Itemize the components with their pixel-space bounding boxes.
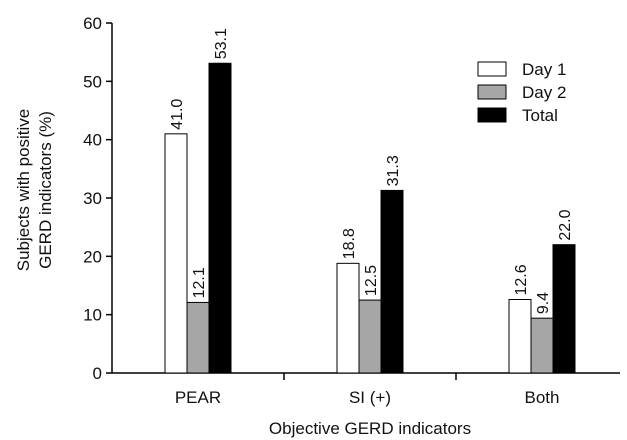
bars: [164, 62, 576, 374]
bar-day-1-both: [508, 299, 532, 374]
data-label-day-2-si: 12.5: [363, 265, 380, 296]
legend: Day 1 Day 2 Total: [477, 60, 566, 125]
y-axis-title-line-2: GERD indicators (%): [36, 111, 55, 269]
data-label-day-2-pear: 12.1: [191, 267, 208, 298]
legend-label-day-1: Day 1: [522, 60, 566, 79]
legend-swatch-day-1: [477, 61, 507, 77]
y-tick-label: 50: [83, 72, 102, 91]
data-label-day-1-pear: 41.0: [169, 99, 186, 130]
legend-swatch-total: [477, 107, 507, 123]
bar-day-2-both: [530, 317, 554, 374]
y-axis-title-line-1: Subjects with positive: [14, 109, 33, 272]
y-tick-label: 30: [83, 189, 102, 208]
bar-day-2-pear: [186, 301, 210, 374]
legend-label-total: Total: [522, 106, 558, 125]
data-label-day-2-both: 9.4: [535, 292, 552, 314]
y-tick-label: 0: [93, 364, 102, 383]
y-tick-label: 60: [83, 14, 102, 33]
data-labels: 41.0 18.8 12.6 12.1 12.5 9.4 53.1 31.3 22.0: [169, 28, 574, 314]
x-tick-label: SI (+): [349, 388, 391, 407]
x-axis-title: Objective GERD indicators: [269, 419, 471, 438]
data-label-day-1-si: 18.8: [341, 228, 358, 259]
x-tick-label: Both: [525, 388, 560, 407]
data-label-day-1-both: 12.6: [513, 264, 530, 295]
y-tick-label: 20: [83, 247, 102, 266]
bar-total-pear: [208, 62, 232, 374]
bar-day-1-pear: [164, 133, 188, 374]
bar-total-si: [380, 189, 404, 374]
data-label-total-pear: 53.1: [213, 28, 230, 59]
bar-day-1-si: [336, 262, 360, 374]
data-label-total-both: 22.0: [557, 209, 574, 240]
legend-swatch-day-2: [477, 84, 507, 100]
legend-label-day-2: Day 2: [522, 83, 566, 102]
bar-total-both: [552, 244, 576, 374]
y-tick-label: 10: [83, 306, 102, 325]
x-tick-label: PEAR: [175, 388, 221, 407]
data-label-total-si: 31.3: [385, 155, 402, 186]
bar-day-2-si: [358, 299, 382, 374]
y-axis-title: Subjects with positive GERD indicators (…: [14, 109, 55, 272]
y-tick-label: 40: [83, 131, 102, 150]
axes: 0 10 20 30 40 50 60 PEAR SI (+) Both: [83, 14, 620, 407]
